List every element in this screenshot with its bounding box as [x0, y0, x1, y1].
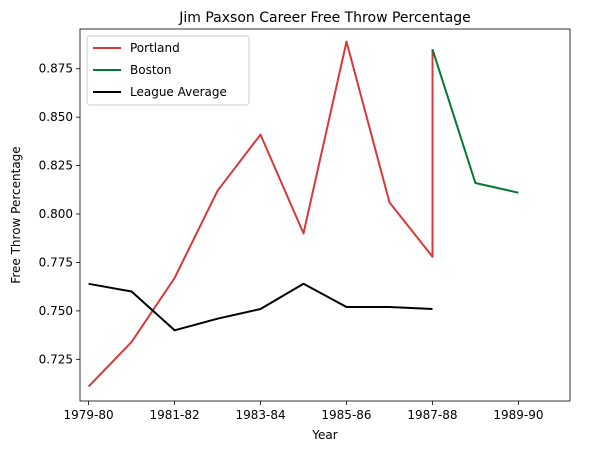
legend-box — [86, 35, 250, 106]
y-tick-label: 0.800 — [39, 207, 73, 221]
x-tick-label: 1987-88 — [407, 408, 457, 422]
y-axis-label: Free Throw Percentage — [9, 146, 23, 283]
x-tick-label: 1989-90 — [493, 408, 543, 422]
x-tick-label: 1985-86 — [321, 408, 371, 422]
y-tick-label: 0.775 — [39, 255, 73, 269]
y-axis-ticks: 0.725 0.750 0.775 0.800 0.825 0.850 0.875 — [39, 62, 80, 366]
plot-frame — [79, 28, 571, 402]
y-tick-label: 0.725 — [39, 352, 73, 366]
legend-label: Boston — [130, 63, 171, 77]
y-tick-label: 0.875 — [39, 62, 73, 76]
x-axis-label: Year — [311, 428, 337, 442]
x-tick-label: 1981-82 — [149, 408, 199, 422]
series-lines — [87, 40, 519, 388]
legend-label: Portland — [130, 41, 180, 55]
series-line-2 — [88, 282, 433, 332]
chart-title: Jim Paxson Career Free Throw Percentage — [178, 10, 470, 26]
legend: Portland Boston League Average — [86, 35, 250, 106]
x-tick-label: 1979-80 — [64, 408, 114, 422]
y-tick-label: 0.850 — [39, 110, 73, 124]
series-line-1 — [431, 48, 519, 194]
y-tick-label: 0.825 — [39, 159, 73, 173]
x-tick-label: 1983-84 — [235, 408, 285, 422]
y-tick-label: 0.750 — [39, 304, 73, 318]
legend-label: League Average — [130, 85, 227, 99]
x-axis-ticks: 1979-80 1981-82 1983-84 1985-86 1987-88 1989-… — [64, 401, 543, 422]
